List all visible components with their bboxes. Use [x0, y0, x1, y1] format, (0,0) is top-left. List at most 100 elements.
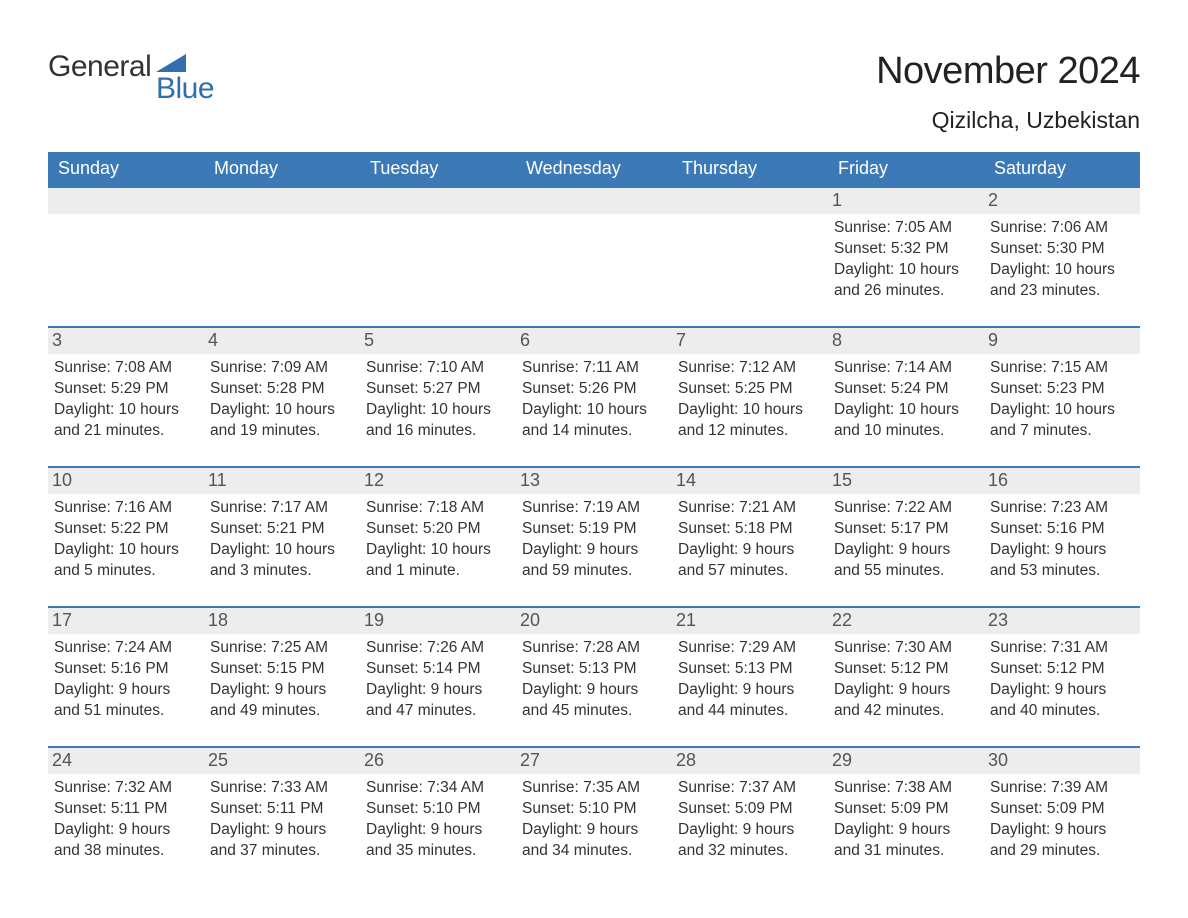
daylight-text: Daylight: 10 hours and 12 minutes. [678, 400, 822, 442]
day-details: Sunrise: 7:30 AMSunset: 5:12 PMDaylight:… [834, 638, 978, 722]
daylight-text: Daylight: 9 hours and 57 minutes. [678, 540, 822, 582]
day-number: 23 [984, 608, 1140, 634]
sunrise-text: Sunrise: 7:24 AM [54, 638, 198, 659]
day-number: 6 [516, 328, 672, 354]
month-title: November 2024 [876, 50, 1140, 93]
day-number: 1 [828, 188, 984, 214]
day-cell: 8Sunrise: 7:14 AMSunset: 5:24 PMDaylight… [828, 328, 984, 452]
sunrise-text: Sunrise: 7:29 AM [678, 638, 822, 659]
daylight-text: Daylight: 9 hours and 47 minutes. [366, 680, 510, 722]
sunrise-text: Sunrise: 7:39 AM [990, 778, 1134, 799]
dow-cell: Saturday [984, 152, 1140, 186]
sunrise-text: Sunrise: 7:09 AM [210, 358, 354, 379]
daylight-text: Daylight: 9 hours and 45 minutes. [522, 680, 666, 722]
daylight-text: Daylight: 10 hours and 23 minutes. [990, 260, 1134, 302]
sunset-text: Sunset: 5:09 PM [834, 799, 978, 820]
day-details: Sunrise: 7:08 AMSunset: 5:29 PMDaylight:… [54, 358, 198, 442]
sunset-text: Sunset: 5:10 PM [522, 799, 666, 820]
daylight-text: Daylight: 9 hours and 35 minutes. [366, 820, 510, 862]
day-number: 17 [48, 608, 204, 634]
sunrise-text: Sunrise: 7:21 AM [678, 498, 822, 519]
sunset-text: Sunset: 5:09 PM [678, 799, 822, 820]
day-cell: 20Sunrise: 7:28 AMSunset: 5:13 PMDayligh… [516, 608, 672, 732]
dow-cell: Friday [828, 152, 984, 186]
sunset-text: Sunset: 5:26 PM [522, 379, 666, 400]
week-row: 1Sunrise: 7:05 AMSunset: 5:32 PMDaylight… [48, 186, 1140, 312]
day-details: Sunrise: 7:06 AMSunset: 5:30 PMDaylight:… [990, 218, 1134, 302]
daylight-text: Daylight: 10 hours and 19 minutes. [210, 400, 354, 442]
day-number: 5 [360, 328, 516, 354]
sunset-text: Sunset: 5:30 PM [990, 239, 1134, 260]
sunrise-text: Sunrise: 7:34 AM [366, 778, 510, 799]
sunset-text: Sunset: 5:17 PM [834, 519, 978, 540]
day-details: Sunrise: 7:31 AMSunset: 5:12 PMDaylight:… [990, 638, 1134, 722]
day-details: Sunrise: 7:23 AMSunset: 5:16 PMDaylight:… [990, 498, 1134, 582]
sunrise-text: Sunrise: 7:38 AM [834, 778, 978, 799]
daylight-text: Daylight: 9 hours and 42 minutes. [834, 680, 978, 722]
sunset-text: Sunset: 5:20 PM [366, 519, 510, 540]
day-number [204, 188, 360, 214]
sunset-text: Sunset: 5:23 PM [990, 379, 1134, 400]
sunset-text: Sunset: 5:12 PM [990, 659, 1134, 680]
day-number: 22 [828, 608, 984, 634]
day-number: 13 [516, 468, 672, 494]
day-number: 2 [984, 188, 1140, 214]
daylight-text: Daylight: 9 hours and 29 minutes. [990, 820, 1134, 862]
day-cell: 10Sunrise: 7:16 AMSunset: 5:22 PMDayligh… [48, 468, 204, 592]
dow-cell: Thursday [672, 152, 828, 186]
sunset-text: Sunset: 5:29 PM [54, 379, 198, 400]
day-details: Sunrise: 7:11 AMSunset: 5:26 PMDaylight:… [522, 358, 666, 442]
day-details: Sunrise: 7:25 AMSunset: 5:15 PMDaylight:… [210, 638, 354, 722]
week-row: 24Sunrise: 7:32 AMSunset: 5:11 PMDayligh… [48, 746, 1140, 872]
day-cell: 1Sunrise: 7:05 AMSunset: 5:32 PMDaylight… [828, 188, 984, 312]
day-cell: 15Sunrise: 7:22 AMSunset: 5:17 PMDayligh… [828, 468, 984, 592]
sunrise-text: Sunrise: 7:08 AM [54, 358, 198, 379]
day-number: 27 [516, 748, 672, 774]
day-cell: 7Sunrise: 7:12 AMSunset: 5:25 PMDaylight… [672, 328, 828, 452]
sunrise-text: Sunrise: 7:22 AM [834, 498, 978, 519]
daylight-text: Daylight: 9 hours and 49 minutes. [210, 680, 354, 722]
daylight-text: Daylight: 9 hours and 51 minutes. [54, 680, 198, 722]
sunrise-text: Sunrise: 7:28 AM [522, 638, 666, 659]
sunrise-text: Sunrise: 7:15 AM [990, 358, 1134, 379]
day-number: 19 [360, 608, 516, 634]
sunset-text: Sunset: 5:15 PM [210, 659, 354, 680]
day-number: 25 [204, 748, 360, 774]
daylight-text: Daylight: 10 hours and 16 minutes. [366, 400, 510, 442]
daylight-text: Daylight: 10 hours and 3 minutes. [210, 540, 354, 582]
daylight-text: Daylight: 10 hours and 7 minutes. [990, 400, 1134, 442]
daylight-text: Daylight: 9 hours and 34 minutes. [522, 820, 666, 862]
day-details: Sunrise: 7:29 AMSunset: 5:13 PMDaylight:… [678, 638, 822, 722]
sunrise-text: Sunrise: 7:17 AM [210, 498, 354, 519]
day-cell [48, 188, 204, 312]
day-cell [516, 188, 672, 312]
dow-cell: Sunday [48, 152, 204, 186]
day-number: 24 [48, 748, 204, 774]
day-cell: 22 Sunrise: 7:30 AMSunset: 5:12 PMDayligh… [828, 608, 984, 732]
daylight-text: Daylight: 9 hours and 40 minutes. [990, 680, 1134, 722]
day-details: Sunrise: 7:39 AMSunset: 5:09 PMDaylight:… [990, 778, 1134, 862]
day-cell: 11Sunrise: 7:17 AMSunset: 5:21 PMDayligh… [204, 468, 360, 592]
sunset-text: Sunset: 5:13 PM [522, 659, 666, 680]
day-number: 4 [204, 328, 360, 354]
sunrise-text: Sunrise: 7:12 AM [678, 358, 822, 379]
day-details: Sunrise: 7:10 AMSunset: 5:27 PMDaylight:… [366, 358, 510, 442]
daylight-text: Daylight: 10 hours and 5 minutes. [54, 540, 198, 582]
logo-text-general: General [48, 50, 151, 84]
daylight-text: Daylight: 9 hours and 31 minutes. [834, 820, 978, 862]
sunrise-text: Sunrise: 7:11 AM [522, 358, 666, 379]
sunset-text: Sunset: 5:19 PM [522, 519, 666, 540]
day-cell: 9Sunrise: 7:15 AMSunset: 5:23 PMDaylight… [984, 328, 1140, 452]
day-details: Sunrise: 7:16 AMSunset: 5:22 PMDaylight:… [54, 498, 198, 582]
day-cell: 16 Sunrise: 7:23 AMSunset: 5:16 PMDayligh… [984, 468, 1140, 592]
day-number [672, 188, 828, 214]
day-cell: 26Sunrise: 7:34 AMSunset: 5:10 PMDayligh… [360, 748, 516, 872]
day-cell: 24Sunrise: 7:32 AMSunset: 5:11 PMDayligh… [48, 748, 204, 872]
sunset-text: Sunset: 5:14 PM [366, 659, 510, 680]
daylight-text: Daylight: 9 hours and 44 minutes. [678, 680, 822, 722]
day-details: Sunrise: 7:09 AMSunset: 5:28 PMDaylight:… [210, 358, 354, 442]
day-cell: 18Sunrise: 7:25 AMSunset: 5:15 PMDayligh… [204, 608, 360, 732]
day-number: 16 [984, 468, 1140, 494]
day-cell: 5 Sunrise: 7:10 AMSunset: 5:27 PMDaylight… [360, 328, 516, 452]
daylight-text: Daylight: 9 hours and 32 minutes. [678, 820, 822, 862]
